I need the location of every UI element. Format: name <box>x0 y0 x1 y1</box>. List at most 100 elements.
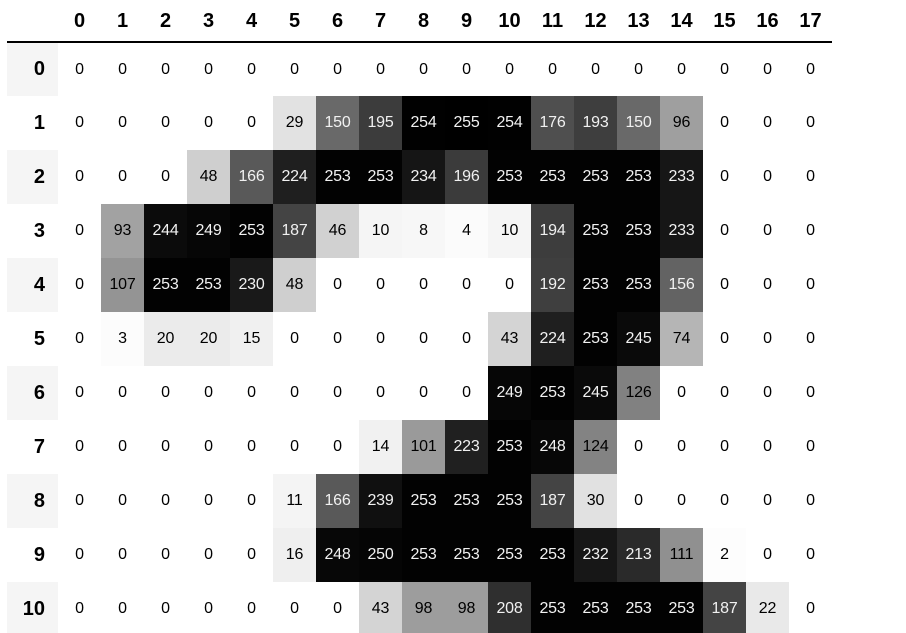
cell-r5-c13: 245 <box>617 312 660 366</box>
cell-r7-c16: 0 <box>763 438 772 455</box>
table-row: 6 0 0 0 0 0 0 0 0 0 0 249 253 245 126 0 0 0 0 <box>7 366 832 420</box>
cell-r10-c15: 187 <box>703 582 746 633</box>
cell-r10-c16: 22 <box>746 582 789 633</box>
cell-r3-c9: 4 <box>445 204 488 258</box>
cell-r8-c17: 0 <box>806 492 815 509</box>
cell-r1-c8: 254 <box>402 96 445 150</box>
cell-r0-c16: 0 <box>763 60 772 78</box>
cell-r1-c7: 195 <box>359 96 402 150</box>
cell-r5-c15: 0 <box>720 330 729 347</box>
cell-r6-c9: 0 <box>462 384 471 401</box>
cell-r8-c2: 0 <box>161 492 170 509</box>
cell-r1-c16: 0 <box>763 114 772 131</box>
cell-r4-c10: 0 <box>505 276 514 293</box>
cell-r0-c12: 0 <box>591 60 600 78</box>
cell-r6-c7: 0 <box>376 384 385 401</box>
cell-r4-c3: 253 <box>187 258 230 312</box>
cell-r2-c5: 224 <box>273 150 316 204</box>
cell-r7-c5: 0 <box>290 438 299 455</box>
cell-r4-c2: 253 <box>144 258 187 312</box>
cell-r8-c16: 0 <box>763 492 772 509</box>
cell-r5-c17: 0 <box>806 330 815 347</box>
cell-r0-c9: 0 <box>462 60 471 78</box>
cell-r7-c2: 0 <box>161 438 170 455</box>
cell-r4-c12: 253 <box>574 258 617 312</box>
cell-r5-c5: 0 <box>290 330 299 347</box>
cell-r8-c9: 253 <box>445 474 488 528</box>
cell-r8-c12: 30 <box>574 474 617 528</box>
column-header-16: 16 <box>746 2 789 43</box>
cell-r2-c17: 0 <box>806 168 815 185</box>
cell-r3-c0: 0 <box>75 222 84 239</box>
column-header-2: 2 <box>144 2 187 43</box>
cell-r8-c11: 187 <box>531 474 574 528</box>
column-header-12: 12 <box>574 2 617 43</box>
cell-r0-c6: 0 <box>333 60 342 78</box>
column-header-7: 7 <box>359 2 402 43</box>
cell-r7-c11: 248 <box>531 420 574 474</box>
table-row: 3 0 93 244 249 253 187 46 10 8 4 10 194 253 253 233 0 0 0 <box>7 204 832 258</box>
table-row: 8 0 0 0 0 0 11 166 239 253 253 253 187 30 0 0 0 0 0 <box>7 474 832 528</box>
row-header-6: 6 <box>7 366 58 420</box>
cell-r10-c17: 0 <box>806 600 815 617</box>
cell-r7-c17: 0 <box>806 438 815 455</box>
cell-r2-c11: 253 <box>531 150 574 204</box>
cell-r3-c11: 194 <box>531 204 574 258</box>
cell-r1-c9: 255 <box>445 96 488 150</box>
cell-r2-c14: 233 <box>660 150 703 204</box>
cell-r8-c7: 239 <box>359 474 402 528</box>
cell-r0-c11: 0 <box>548 60 557 78</box>
cell-r3-c17: 0 <box>806 222 815 239</box>
cell-r10-c0: 0 <box>75 600 84 617</box>
cell-r9-c11: 253 <box>531 528 574 582</box>
cell-r6-c10: 249 <box>488 366 531 420</box>
cell-r9-c1: 0 <box>118 546 127 563</box>
cell-r9-c3: 0 <box>204 546 213 563</box>
cell-r6-c13: 126 <box>617 366 660 420</box>
cell-r0-c0: 0 <box>75 60 84 78</box>
cell-r3-c10: 10 <box>488 204 531 258</box>
cell-r9-c10: 253 <box>488 528 531 582</box>
cell-r6-c17: 0 <box>806 384 815 401</box>
table-head: 0 1 2 3 4 5 6 7 8 9 10 11 12 13 14 15 16 17 <box>7 2 832 43</box>
cell-r5-c3: 20 <box>187 312 230 366</box>
cell-r2-c8: 234 <box>402 150 445 204</box>
column-header-9: 9 <box>445 2 488 43</box>
cell-r6-c11: 253 <box>531 366 574 420</box>
cell-r2-c6: 253 <box>316 150 359 204</box>
cell-r9-c13: 213 <box>617 528 660 582</box>
cell-r8-c15: 0 <box>720 492 729 509</box>
table-row: 10 0 0 0 0 0 0 0 43 98 98 208 253 253 253 253 187 22 0 <box>7 582 832 633</box>
cell-r9-c0: 0 <box>75 546 84 563</box>
cell-r8-c5: 11 <box>273 474 316 528</box>
cell-r1-c13: 150 <box>617 96 660 150</box>
cell-r5-c16: 0 <box>763 330 772 347</box>
cell-r6-c0: 0 <box>75 384 84 401</box>
table-row: 4 0 107 253 253 230 48 0 0 0 0 0 192 253 253 156 0 0 0 <box>7 258 832 312</box>
cell-r4-c0: 0 <box>75 276 84 293</box>
cell-r6-c4: 0 <box>247 384 256 401</box>
column-header-10: 10 <box>488 2 531 43</box>
column-header-13: 13 <box>617 2 660 43</box>
cell-r2-c15: 0 <box>720 168 729 185</box>
cell-r6-c15: 0 <box>720 384 729 401</box>
cell-r3-c4: 253 <box>230 204 273 258</box>
cell-r5-c7: 0 <box>376 330 385 347</box>
cell-r9-c12: 232 <box>574 528 617 582</box>
cell-r0-c3: 0 <box>204 60 213 78</box>
cell-r5-c4: 15 <box>230 312 273 366</box>
cell-r1-c17: 0 <box>806 114 815 131</box>
cell-r5-c10: 43 <box>488 312 531 366</box>
cell-r9-c15: 2 <box>703 528 746 582</box>
cell-r0-c10: 0 <box>505 60 514 78</box>
cell-r2-c4: 166 <box>230 150 273 204</box>
table-row: 2 0 0 0 48 166 224 253 253 234 196 253 253 253 253 233 0… <box>7 150 832 204</box>
cell-r3-c12: 253 <box>574 204 617 258</box>
cell-r2-c9: 196 <box>445 150 488 204</box>
cell-r10-c12: 253 <box>574 582 617 633</box>
cell-r0-c7: 0 <box>376 60 385 78</box>
cell-r9-c7: 250 <box>359 528 402 582</box>
cell-r4-c5: 48 <box>273 258 316 312</box>
cell-r7-c13: 0 <box>634 438 643 455</box>
cell-r1-c2: 0 <box>161 114 170 131</box>
